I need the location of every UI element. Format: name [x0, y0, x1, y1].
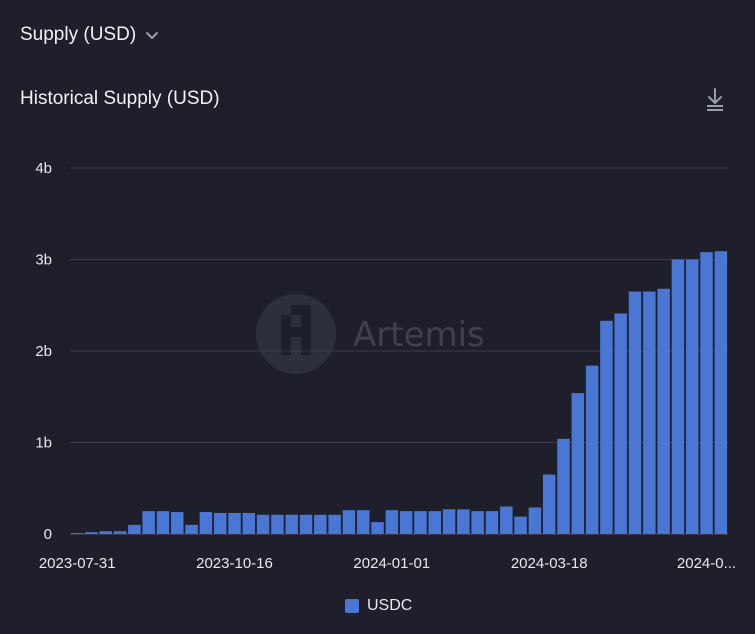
bar-usdc[interactable]	[714, 251, 728, 534]
metric-selector-label: Supply (USD)	[20, 24, 137, 45]
bar-usdc[interactable]	[657, 288, 670, 534]
bar-usdc[interactable]	[328, 514, 341, 534]
bar-usdc[interactable]	[514, 516, 527, 534]
watermark-text: Artemis	[353, 315, 485, 355]
bar-usdc[interactable]	[542, 474, 556, 534]
bar-usdc[interactable]	[700, 252, 713, 534]
x-tick-label: 2024-03-18	[511, 555, 588, 572]
bar-usdc[interactable]	[85, 532, 98, 534]
x-tick-label: 2024-0...	[677, 555, 736, 572]
bar-usdc[interactable]	[628, 291, 642, 534]
bar-usdc[interactable]	[113, 531, 127, 534]
bar-usdc[interactable]	[299, 514, 313, 534]
bar-usdc[interactable]	[99, 531, 113, 534]
bar-usdc[interactable]	[485, 511, 499, 535]
bars	[70, 251, 728, 535]
x-tick-label: 2023-10-16	[196, 555, 273, 572]
bar-usdc[interactable]	[371, 522, 384, 534]
y-axis-labels: 0 1b 2b 3b 4b	[35, 160, 52, 543]
x-axis-labels: 2023-07-31 2023-10-16 2024-01-01 2024-03-18…	[39, 555, 736, 572]
x-tick-label: 2023-07-31	[39, 555, 116, 572]
legend-swatch	[345, 599, 359, 613]
bar-usdc[interactable]	[213, 512, 227, 534]
bar-usdc[interactable]	[671, 259, 685, 535]
bar-usdc[interactable]	[128, 524, 141, 534]
bar-usdc[interactable]	[199, 512, 213, 534]
y-tick-label: 1b	[35, 435, 52, 452]
y-tick-label: 0	[44, 526, 52, 543]
bar-usdc[interactable]	[70, 533, 84, 534]
bar-usdc[interactable]	[414, 511, 427, 535]
bar-usdc[interactable]	[156, 511, 170, 535]
bar-usdc[interactable]	[142, 511, 155, 535]
x-tick-label: 2024-01-01	[353, 555, 430, 572]
y-tick-label: 2b	[35, 343, 52, 360]
legend[interactable]: USDC	[345, 597, 412, 615]
bar-usdc[interactable]	[256, 514, 270, 534]
y-tick-label: 3b	[35, 252, 52, 269]
bar-usdc[interactable]	[585, 365, 599, 534]
bar-usdc[interactable]	[528, 507, 542, 534]
y-tick-label: 4b	[35, 160, 52, 177]
bar-usdc[interactable]	[557, 438, 570, 534]
chevron-down-icon	[146, 32, 159, 39]
bar-usdc[interactable]	[185, 524, 198, 534]
bar-usdc[interactable]	[228, 512, 241, 534]
bar-usdc[interactable]	[685, 259, 699, 535]
bar-usdc[interactable]	[600, 320, 613, 534]
bar-usdc[interactable]	[171, 512, 184, 534]
bar-usdc[interactable]	[442, 509, 456, 534]
bar-usdc[interactable]	[314, 514, 327, 534]
bar-usdc[interactable]	[271, 514, 284, 534]
bar-usdc[interactable]	[285, 514, 298, 534]
chart-title: Historical Supply (USD)	[20, 88, 220, 109]
download-icon[interactable]	[704, 87, 726, 113]
bar-usdc[interactable]	[571, 393, 585, 534]
bar-usdc[interactable]	[399, 511, 413, 535]
bar-usdc[interactable]	[342, 510, 356, 534]
bar-usdc[interactable]	[242, 512, 256, 534]
bar-usdc[interactable]	[356, 510, 370, 534]
bar-usdc[interactable]	[500, 506, 513, 534]
legend-label-usdc: USDC	[367, 597, 413, 614]
metric-selector[interactable]: Supply (USD)	[20, 24, 160, 46]
bar-usdc[interactable]	[643, 291, 656, 534]
artemis-watermark: Artemis	[256, 294, 485, 374]
bar-usdc[interactable]	[614, 313, 627, 534]
bar-usdc[interactable]	[385, 510, 399, 534]
bar-usdc[interactable]	[428, 511, 442, 535]
bar-usdc[interactable]	[457, 509, 470, 534]
bar-usdc[interactable]	[471, 511, 484, 535]
